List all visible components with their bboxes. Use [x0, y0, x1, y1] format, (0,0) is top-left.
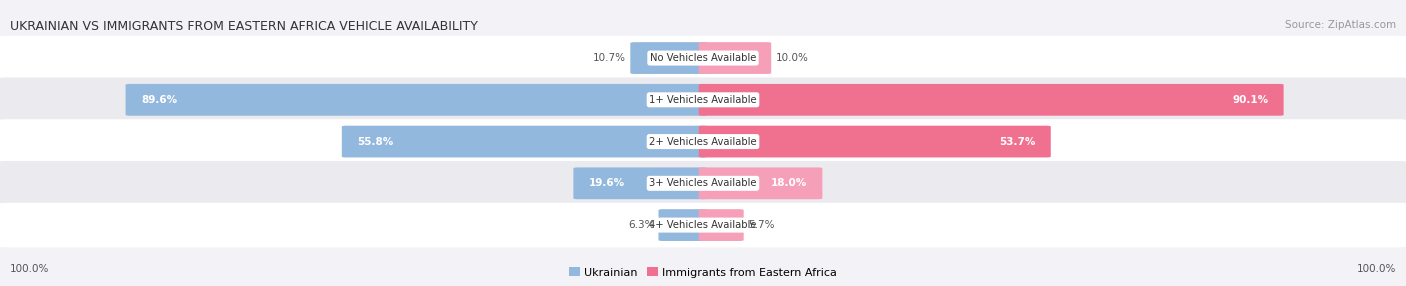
Text: 53.7%: 53.7% — [998, 137, 1035, 146]
Text: 3+ Vehicles Available: 3+ Vehicles Available — [650, 178, 756, 188]
Text: 10.0%: 10.0% — [776, 53, 808, 63]
FancyBboxPatch shape — [125, 84, 707, 116]
Legend: Ukrainian, Immigrants from Eastern Africa: Ukrainian, Immigrants from Eastern Afric… — [569, 267, 837, 278]
Text: No Vehicles Available: No Vehicles Available — [650, 53, 756, 63]
Text: 55.8%: 55.8% — [357, 137, 394, 146]
Text: 18.0%: 18.0% — [770, 178, 807, 188]
Text: UKRAINIAN VS IMMIGRANTS FROM EASTERN AFRICA VEHICLE AVAILABILITY: UKRAINIAN VS IMMIGRANTS FROM EASTERN AFR… — [10, 20, 478, 33]
FancyBboxPatch shape — [699, 84, 1284, 116]
FancyBboxPatch shape — [0, 161, 1406, 206]
FancyBboxPatch shape — [658, 209, 707, 241]
Text: 1+ Vehicles Available: 1+ Vehicles Available — [650, 95, 756, 105]
FancyBboxPatch shape — [342, 126, 707, 158]
Text: 10.7%: 10.7% — [593, 53, 626, 63]
Text: 19.6%: 19.6% — [589, 178, 626, 188]
Text: 100.0%: 100.0% — [1357, 264, 1396, 274]
Text: 4+ Vehicles Available: 4+ Vehicles Available — [650, 220, 756, 230]
FancyBboxPatch shape — [699, 126, 1050, 158]
FancyBboxPatch shape — [574, 167, 707, 199]
Text: 6.3%: 6.3% — [627, 220, 654, 230]
FancyBboxPatch shape — [0, 36, 1406, 80]
FancyBboxPatch shape — [0, 203, 1406, 247]
Text: 5.7%: 5.7% — [748, 220, 775, 230]
Text: 100.0%: 100.0% — [10, 264, 49, 274]
Text: 90.1%: 90.1% — [1232, 95, 1268, 105]
FancyBboxPatch shape — [0, 119, 1406, 164]
FancyBboxPatch shape — [699, 167, 823, 199]
Text: Source: ZipAtlas.com: Source: ZipAtlas.com — [1285, 20, 1396, 30]
FancyBboxPatch shape — [699, 209, 744, 241]
Text: 89.6%: 89.6% — [141, 95, 177, 105]
FancyBboxPatch shape — [630, 42, 707, 74]
FancyBboxPatch shape — [699, 42, 772, 74]
Text: 2+ Vehicles Available: 2+ Vehicles Available — [650, 137, 756, 146]
FancyBboxPatch shape — [0, 78, 1406, 122]
